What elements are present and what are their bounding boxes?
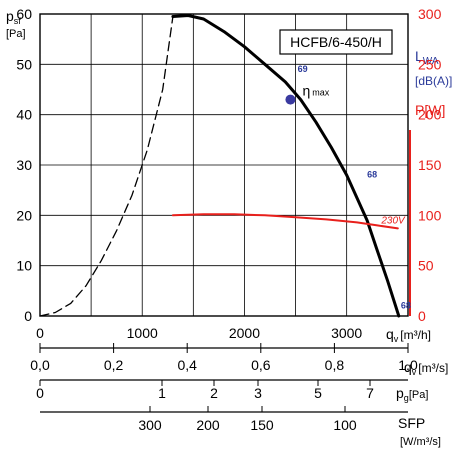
pg-ticks: 0 1 2 3 5 7 [36,380,374,401]
sound-axis-unit: [dB(A)] [415,74,452,88]
qv-m3h-tick-label: 3000 [331,325,362,341]
plot-grid [40,14,408,316]
power-tick-label: 50 [418,258,434,274]
left-tick-label: 20 [16,207,32,223]
power-tick-label: 250 [418,56,442,72]
qv-m3s-ticks: 0,0 0,2 0,4 0,6 0,8 1,0 [30,343,418,373]
power-tick-label: 300 [418,6,442,22]
power-tick-label: 100 [418,207,442,223]
sfp-axis-unit: [W/m³/s] [400,436,441,448]
qv-m3h-axis-label: qv [m³/h] [386,326,431,344]
sfp-axis-label: SFP [398,415,425,431]
sfp-ticks: 300 200 150 100 [138,406,357,433]
left-ticks: 0 10 20 30 40 50 60 [16,6,32,324]
qv-m3h-tick-label: 0 [36,325,44,341]
model-label: HCFB/6-450/H [290,34,382,50]
power-tick-label: 200 [418,107,442,123]
pg-tick-label: 5 [314,385,322,401]
left-tick-label: 0 [24,308,32,324]
qv-m3s-tick-label: 0,8 [325,357,345,373]
pg-tick-label: 2 [210,385,218,401]
sound-axis-label: LWA [415,48,439,67]
left-tick-label: 10 [16,258,32,274]
sfp-tick-label: 300 [138,417,162,433]
x-ticks: 0 1000 2000 3000 [36,325,362,341]
pg-tick-label: 7 [366,385,374,401]
left-tick-label: 30 [16,157,32,173]
power-curve-label: 230V [380,215,406,226]
model-label-box [279,29,393,55]
pressure-curve [171,14,401,318]
sfp-tick-label: 150 [250,417,274,433]
right-ticks: 0 50 100 150 200 250 300 [409,6,442,324]
sound-level-label: 69 [298,64,308,74]
left-axis-unit: [Pa] [6,28,26,40]
left-tick-label: 60 [16,6,32,22]
pressure-curve-dashed [39,15,174,317]
qv-m3s-tick-label: 0,6 [251,357,271,373]
qv-m3s-axis-label: qv [m³/s] [404,359,448,377]
qv-m3s-tick-label: 0,0 [30,357,50,373]
qv-m3h-tick-label: 1000 [127,325,158,341]
eta-max-label: η max [302,83,329,99]
eta-max-point [285,94,296,105]
sound-level-label: 68 [367,170,377,180]
qv-m3s-tick-label: 0,2 [104,357,124,373]
qv-m3h-tick-label: 2000 [229,325,260,341]
pg-tick-label: 1 [158,385,166,401]
power-tick-label: 150 [418,157,442,173]
power-curve-230v [171,213,399,230]
left-tick-label: 40 [16,107,32,123]
sfp-tick-label: 100 [333,417,357,433]
power-tick-label: 0 [418,308,426,324]
left-axis-label: psf [6,8,21,26]
sfp-tick-label: 200 [196,417,220,433]
annotations: 69 68 68 η max [285,64,411,310]
left-tick-label: 50 [16,56,32,72]
qv-m3s-tick-label: 0,4 [177,357,197,373]
pg-axis-label: pg[Pa] [396,385,428,403]
power-axis-label: P[W] [415,102,445,118]
qv-m3s-tick-label: 1,0 [398,357,418,373]
pg-tick-label: 3 [254,385,262,401]
data-series: 230V [39,14,406,318]
sound-level-label: 68 [401,300,411,310]
pg-tick-label: 0 [36,385,44,401]
plot-frame [39,13,409,317]
